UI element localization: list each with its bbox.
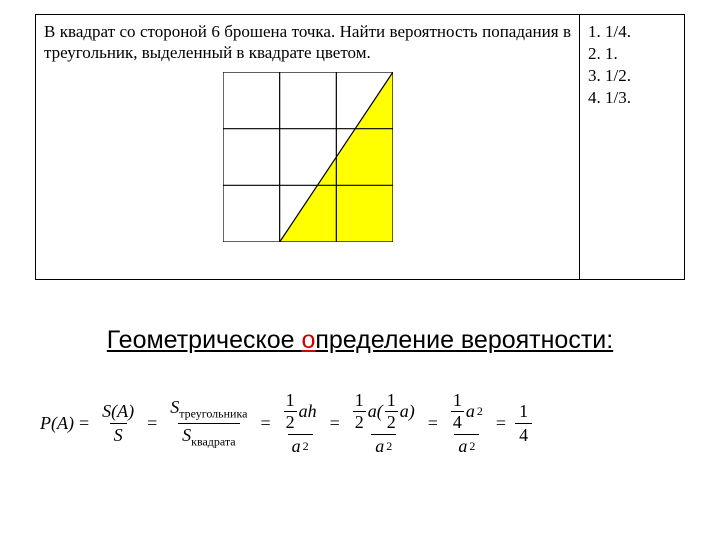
fraction-1: S(A) S — [98, 401, 138, 446]
fraction-den: a2 — [371, 434, 396, 457]
problem-box: В квадрат со стороной 6 брошена точка. Н… — [35, 14, 685, 280]
problem-text: В квадрат со стороной 6 брошена точка. Н… — [44, 21, 571, 64]
equals-sign: = — [496, 413, 506, 434]
equals-sign: = — [79, 413, 89, 434]
fraction-den: a2 — [288, 434, 313, 457]
fraction-num: 1 2 ah — [280, 390, 321, 434]
heading-red-letter: о — [301, 326, 315, 354]
equals-sign: = — [147, 413, 157, 434]
formula: P(A) = S(A) S = Sтреугольника Sквадрата … — [40, 390, 680, 457]
answer-option: 2. 1. — [588, 43, 676, 65]
square-diagram — [223, 72, 393, 242]
answer-option: 3. 1/2. — [588, 65, 676, 87]
fraction-num: 1 4 a2 — [447, 390, 487, 434]
fraction-2: Sтреугольника Sквадрата — [166, 397, 251, 449]
heading-part1: Геометрическое — [107, 326, 302, 354]
heading-part2: пределение вероятности: — [315, 326, 613, 354]
fraction-den: Sквадрата — [178, 423, 240, 450]
fraction-4: 1 2 a( 1 2 a) a2 — [349, 390, 419, 457]
equals-sign: = — [428, 413, 438, 434]
problem-left: В квадрат со стороной 6 брошена точка. Н… — [35, 15, 580, 279]
fraction-3: 1 2 ah a2 — [280, 390, 321, 457]
answer-option: 4. 1/3. — [588, 87, 676, 109]
fraction-num: 1 2 a( 1 2 a) — [349, 390, 419, 434]
fraction-den: S — [110, 423, 127, 446]
formula-lhs: P(A) — [40, 413, 74, 434]
fraction-num: Sтреугольника — [166, 397, 251, 423]
equals-sign: = — [330, 413, 340, 434]
fraction-5: 1 4 a2 a2 — [447, 390, 487, 457]
answer-list: 1. 1/4. 2. 1. 3. 1/2. 4. 1/3. — [580, 15, 685, 279]
diagram-container — [44, 72, 571, 242]
answer-option: 1. 1/4. — [588, 21, 676, 43]
fraction-den: 4 — [515, 423, 532, 446]
section-heading: Геометрическое определение вероятности: — [0, 326, 720, 355]
fraction-num: S(A) — [98, 401, 138, 423]
fraction-6: 1 4 — [515, 401, 532, 446]
fraction-num: 1 — [515, 401, 532, 423]
fraction-den: a2 — [454, 434, 479, 457]
page: В квадрат со стороной 6 брошена точка. Н… — [0, 0, 720, 540]
equals-sign: = — [260, 413, 270, 434]
